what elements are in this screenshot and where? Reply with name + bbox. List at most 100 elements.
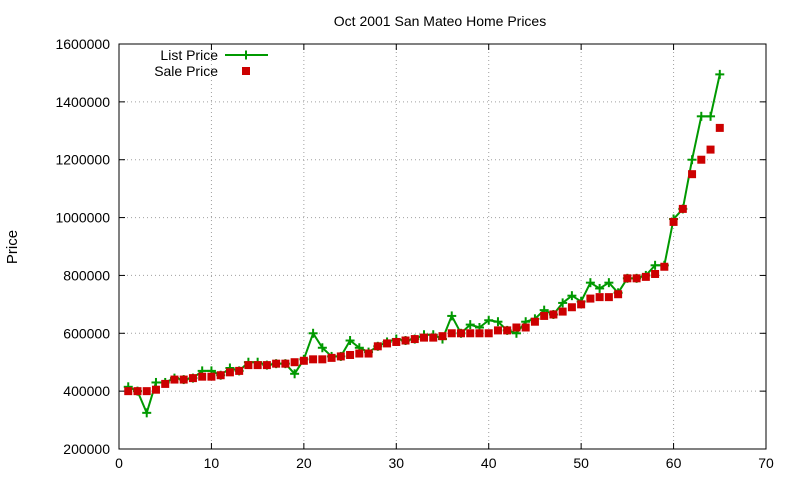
x-tick-label: 30: [388, 455, 404, 471]
sale-price-point: [438, 332, 447, 341]
sale-price-point: [623, 274, 632, 283]
legend-plus-marker: [241, 50, 251, 60]
sale-price-point: [484, 329, 493, 338]
sale-price-point: [253, 361, 262, 370]
data-series: [123, 69, 725, 418]
sale-price-point: [586, 294, 595, 303]
sale-price-point: [651, 269, 660, 278]
sale-price-point: [198, 372, 207, 381]
list-price-point: [650, 260, 660, 270]
sale-price-point: [188, 374, 197, 383]
legend-item-sale-price: Sale Price: [154, 63, 250, 79]
sale-price-point: [410, 335, 419, 344]
sale-price-point: [318, 355, 327, 364]
sale-price-point: [558, 307, 567, 316]
sale-price-point: [660, 262, 669, 271]
list-price-point: [558, 298, 568, 308]
list-price-point: [447, 311, 457, 321]
list-price-point: [493, 317, 503, 327]
sale-price-point: [207, 372, 216, 381]
sale-price-point: [235, 366, 244, 375]
sale-price-point: [429, 333, 438, 342]
list-price-point: [290, 369, 300, 379]
legend-label: List Price: [160, 47, 218, 63]
list-price-point: [308, 328, 318, 338]
sale-price-point: [272, 359, 281, 368]
list-price-point: [595, 283, 605, 293]
sale-price-point: [715, 123, 724, 132]
sale-price-point: [688, 170, 697, 179]
x-tick-label: 50: [573, 455, 589, 471]
y-tick-label: 800000: [63, 267, 110, 283]
list-price-point: [142, 408, 152, 418]
sale-price-point: [503, 326, 512, 335]
series-list-price: [123, 69, 725, 418]
sale-price-point: [567, 303, 576, 312]
sale-price-point: [244, 361, 253, 370]
sale-price-point: [170, 375, 179, 384]
sale-price-point: [614, 290, 623, 299]
list-price-point: [484, 315, 494, 325]
x-tick-label: 70: [758, 455, 774, 471]
sale-price-point: [309, 355, 318, 364]
list-price-point: [715, 69, 725, 79]
list-price-point: [317, 343, 327, 353]
x-tick-label: 20: [296, 455, 312, 471]
sale-price-point: [216, 371, 225, 380]
list-price-point: [465, 320, 475, 330]
sale-price-point: [475, 329, 484, 338]
sale-price-point: [466, 329, 475, 338]
y-tick-label: 200000: [63, 441, 110, 457]
series-sale-price: [124, 123, 724, 396]
y-tick-label: 1000000: [55, 210, 110, 226]
x-tick-label: 10: [204, 455, 220, 471]
list-price-point: [687, 155, 697, 165]
sale-price-point: [577, 300, 586, 309]
sale-price-point: [262, 361, 271, 370]
sale-price-point: [179, 375, 188, 384]
plot-border: [118, 43, 767, 450]
legend-square-swatch: [242, 67, 250, 75]
sale-price-point: [420, 333, 429, 342]
sale-price-point: [392, 337, 401, 346]
sale-price-point: [364, 349, 373, 358]
y-tick-label: 1600000: [55, 36, 110, 52]
x-tick-label: 40: [481, 455, 497, 471]
sale-price-point: [530, 317, 539, 326]
x-tick-label: 60: [666, 455, 682, 471]
sale-price-point: [595, 293, 604, 302]
sale-price-point: [549, 310, 558, 319]
y-tick-label: 1200000: [55, 152, 110, 168]
sale-price-point: [669, 217, 678, 226]
sale-price-point: [401, 336, 410, 345]
sale-price-point: [697, 155, 706, 164]
sale-price-point: [678, 204, 687, 213]
sale-price-point: [290, 358, 299, 367]
sale-price-point: [336, 352, 345, 361]
list-price-point: [706, 111, 716, 121]
list-price-point: [567, 291, 577, 301]
y-tick-label: 400000: [63, 383, 110, 399]
x-tick-label: 0: [115, 455, 123, 471]
sale-price-point: [521, 323, 530, 332]
y-tick-label: 1400000: [55, 94, 110, 110]
sale-price-point: [124, 387, 133, 396]
chart-title: Oct 2001 San Mateo Home Prices: [334, 13, 546, 29]
sale-price-point: [346, 350, 355, 359]
sale-price-point: [161, 379, 170, 388]
list-price-point: [345, 336, 355, 346]
sale-price-point: [512, 323, 521, 332]
sale-price-point: [281, 359, 290, 368]
sale-price-point: [383, 339, 392, 348]
sale-price-point: [632, 274, 641, 283]
sale-price-point: [493, 326, 502, 335]
sale-price-point: [225, 368, 234, 377]
y-axis-label: Price: [4, 230, 21, 264]
sale-price-point: [373, 342, 382, 351]
sale-price-point: [142, 387, 151, 396]
sale-price-point: [447, 329, 456, 338]
list-price-point: [585, 278, 595, 288]
sale-price-point: [327, 353, 336, 362]
